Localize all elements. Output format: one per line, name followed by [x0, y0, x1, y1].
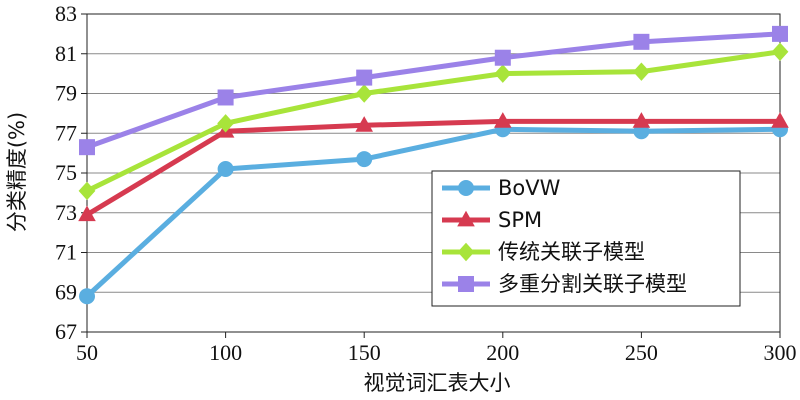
x-tick-label: 150 [348, 340, 381, 365]
data-point [356, 151, 373, 168]
legend-label: 多重分割关联子模型 [498, 272, 687, 296]
data-point [79, 139, 95, 156]
series-line [84, 49, 783, 194]
legend-item: BoVW [442, 176, 561, 200]
data-point [494, 49, 511, 66]
legend-marker [457, 210, 475, 227]
x-tick-label: 50 [76, 340, 98, 365]
series-layer [78, 25, 789, 305]
y-axis-title: 分类精度(%) [5, 112, 29, 232]
data-point [632, 112, 651, 128]
data-point [217, 114, 234, 133]
data-point [772, 25, 788, 42]
data-point [79, 288, 95, 305]
data-point [78, 181, 96, 201]
axis-layer: 67 69 71 73 75 77 79 81 83 50 100 150 200 250 300 [55, 1, 797, 365]
y-tick-label: 81 [55, 41, 77, 66]
plot-frame [86, 13, 781, 333]
data-point [217, 89, 234, 106]
legend-label: SPM [498, 208, 542, 232]
y-tick-label: 77 [55, 120, 77, 145]
legend-marker [458, 180, 474, 196]
y-tick-label: 79 [55, 81, 77, 106]
legend-marker [458, 276, 474, 292]
data-point [771, 112, 789, 128]
x-tick-label: 300 [764, 340, 797, 365]
series-line [84, 126, 783, 299]
series-4 [79, 25, 788, 156]
series-3 [78, 42, 789, 201]
x-tick-label: 100 [209, 340, 242, 365]
data-point [633, 33, 650, 50]
y-tick-label: 71 [55, 240, 77, 265]
y-tick-label: 83 [55, 1, 77, 26]
data-point [771, 42, 789, 61]
x-axis-title: 视觉词汇表大小 [364, 371, 511, 395]
y-tick-label: 67 [55, 319, 77, 344]
legend-label: BoVW [498, 176, 561, 200]
series-line [84, 118, 783, 218]
y-tick-label: 69 [55, 279, 77, 304]
data-point [217, 161, 234, 178]
x-tick-label: 200 [486, 340, 519, 365]
data-point [494, 112, 512, 128]
y-tick-label: 73 [55, 200, 77, 225]
legend-marker [457, 242, 475, 262]
legend-item: 多重分割关联子模型 [442, 272, 687, 296]
y-tick-label: 75 [55, 160, 77, 185]
series-2 [78, 112, 789, 222]
data-point [494, 64, 512, 83]
data-point [355, 116, 373, 132]
data-point [633, 62, 650, 81]
data-point [356, 69, 373, 86]
data-point [78, 205, 96, 222]
data-point [355, 84, 373, 103]
x-tick-label: 250 [625, 340, 658, 365]
legend-item: SPM [442, 208, 542, 232]
series-line [84, 31, 783, 150]
legend-item: 传统关联子模型 [442, 240, 645, 264]
legend-label: 传统关联子模型 [498, 240, 645, 264]
